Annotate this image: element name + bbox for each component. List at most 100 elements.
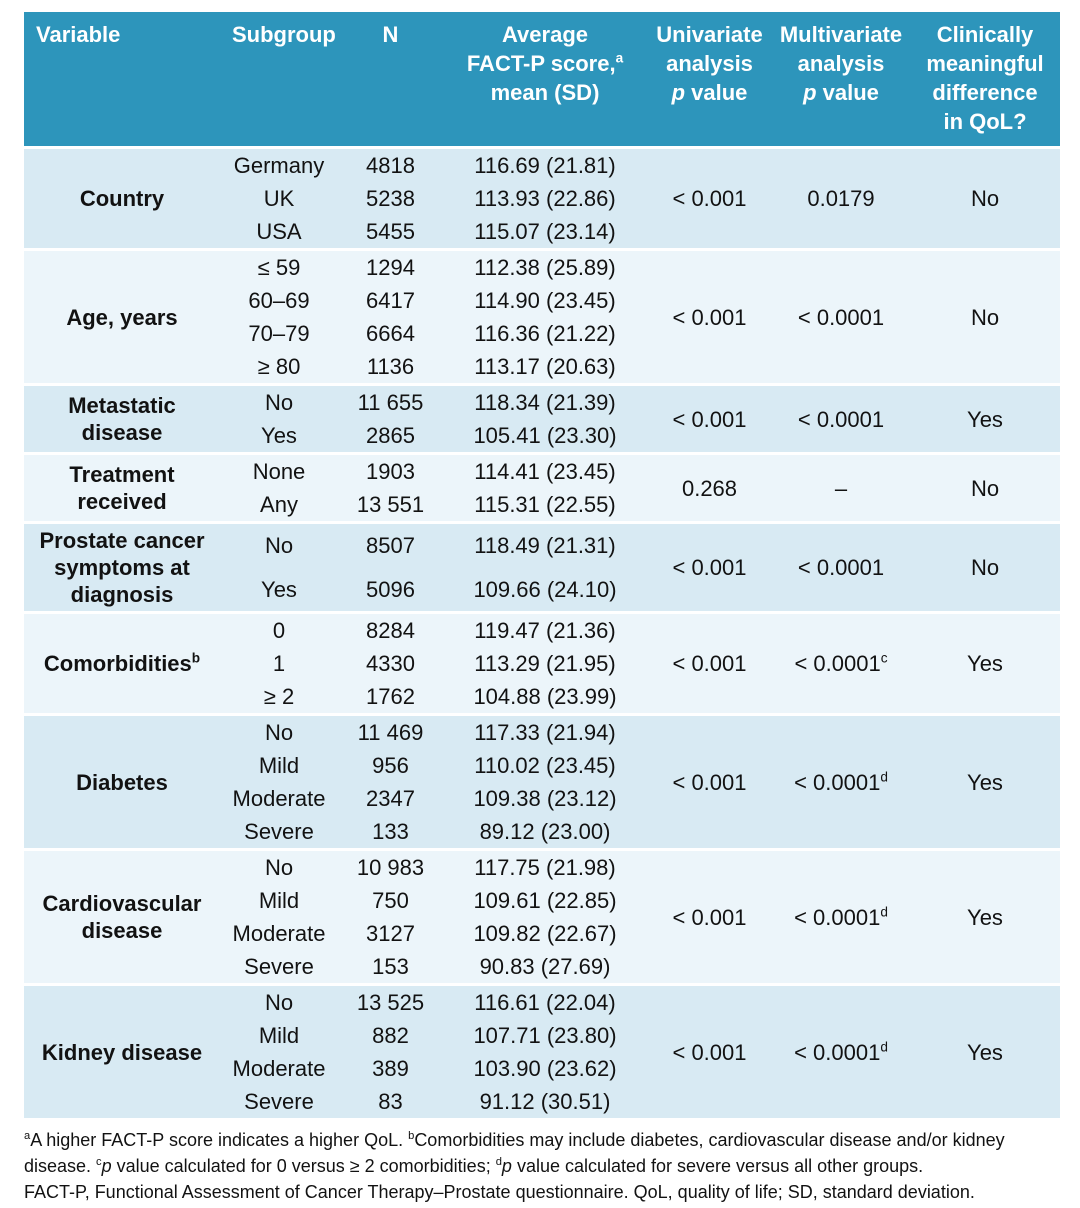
table-row: USA 5455 115.07 (23.14) (24, 215, 1060, 250)
mean-sd-cell: 113.93 (22.86) (443, 182, 647, 215)
subgroup-cell: USA (220, 215, 338, 250)
mean-sd-cell: 116.69 (21.81) (443, 146, 647, 182)
table-row: Comorbiditiesb 0 8284 119.47 (21.36) < 0.001… (24, 611, 1060, 715)
subgroup-cell: Moderate (220, 917, 338, 950)
qol-difference-cell: No (910, 452, 1060, 523)
mean-sd-cell: 117.33 (21.94) (443, 713, 647, 749)
mean-sd-cell: 118.49 (21.31) (443, 521, 647, 568)
table-row: Metastatic disease No 11 655 118.34 (21.39)… (24, 383, 1060, 454)
section-country: Country Germany 4818 116.69 (21.81) < 0.001 0… (24, 146, 1060, 250)
table-row: Mild 882 107.71 (23.80) (24, 1019, 1060, 1052)
header-line: p value (803, 80, 879, 105)
table-row: Moderate 3127 109.82 (22.67) (24, 917, 1060, 950)
n-cell: 11 469 (338, 713, 443, 749)
table-row: 1 4330 113.29 (21.95) (24, 647, 1060, 680)
table-row: 60–69 6417 114.90 (23.45) (24, 284, 1060, 317)
n-cell: 153 (338, 950, 443, 985)
table-row: Cardiovascular disease No 10 983 117.75 (21… (24, 848, 1060, 985)
mean-sd-cell: 116.61 (22.04) (443, 983, 647, 1019)
subgroup-cell: Mild (220, 749, 338, 782)
column-header-multivariate: Multivariate analysis p value (772, 12, 910, 149)
mean-sd-cell: 91.12 (30.51) (443, 1085, 647, 1118)
table-row: Yes 2865 105.41 (23.30) (24, 419, 1060, 454)
qol-difference-cell: No (910, 248, 1060, 385)
subgroup-analysis-table: Variable Subgroup N Average FACT-P score,a me… (24, 12, 1060, 1118)
n-cell: 133 (338, 815, 443, 850)
mean-sd-cell: 117.75 (21.98) (443, 848, 647, 884)
mean-sd-cell: 109.66 (24.10) (443, 567, 647, 613)
qol-difference-cell: Yes (910, 383, 1060, 454)
header-line: p value (671, 80, 748, 105)
table-row: Moderate 2347 109.38 (23.12) (24, 782, 1060, 815)
subgroup-cell: Moderate (220, 1052, 338, 1085)
mean-sd-cell: 115.07 (23.14) (443, 215, 647, 250)
header-line: Average (501, 22, 588, 47)
qol-difference-cell: No (910, 146, 1060, 250)
univariate-p-cell: < 0.001 (647, 848, 772, 985)
section-treatment-received: Treatment received None 1903 114.41 (23.45)… (24, 452, 1060, 523)
table-row: Prostate cancer symptoms at diagnosis No 8… (24, 521, 1060, 613)
variable-cell: Kidney disease (24, 983, 220, 1118)
multivariate-p-cell: – (772, 452, 910, 523)
variable-cell: Comorbiditiesb (24, 611, 220, 715)
header-row: Variable Subgroup N Average FACT-P score,a me… (24, 12, 1060, 149)
header-line: N (382, 22, 399, 47)
column-header-qol: Clinically meaningful difference in QoL? (910, 12, 1060, 149)
column-header-subgroup: Subgroup (220, 12, 338, 149)
n-cell: 5238 (338, 182, 443, 215)
subgroup-cell: None (220, 452, 338, 488)
multivariate-p-cell: 0.0179 (772, 146, 910, 250)
subgroup-cell: No (220, 713, 338, 749)
n-cell: 6664 (338, 317, 443, 350)
subgroup-cell: Yes (220, 567, 338, 613)
subgroup-cell: Mild (220, 1019, 338, 1052)
multivariate-p-cell: < 0.0001 (772, 248, 910, 385)
n-cell: 6417 (338, 284, 443, 317)
univariate-p-cell: < 0.001 (647, 611, 772, 715)
column-header-univariate: Univariate analysis p value (647, 12, 772, 149)
header-line: difference (932, 80, 1038, 105)
table-row: Severe 83 91.12 (30.51) (24, 1085, 1060, 1118)
section-prostate-cancer-symptoms-at-diagnosis: Prostate cancer symptoms at diagnosis No 8… (24, 521, 1060, 613)
section-metastatic-disease: Metastatic disease No 11 655 118.34 (21.39)… (24, 383, 1060, 454)
header-line: Clinically (936, 22, 1034, 47)
n-cell: 389 (338, 1052, 443, 1085)
subgroup-cell: Severe (220, 1085, 338, 1118)
subgroup-cell: Yes (220, 419, 338, 454)
mean-sd-cell: 113.29 (21.95) (443, 647, 647, 680)
table-row: Severe 153 90.83 (27.69) (24, 950, 1060, 985)
header-line: Multivariate (779, 22, 903, 47)
column-header-n: N (338, 12, 443, 149)
mean-sd-cell: 118.34 (21.39) (443, 383, 647, 419)
subgroup-cell: Any (220, 488, 338, 523)
table-row: Age, years ≤ 59 1294 112.38 (25.89) < 0.001 <… (24, 248, 1060, 385)
subgroup-cell: 70–79 (220, 317, 338, 350)
header-line: analysis (797, 51, 885, 76)
subgroup-cell: UK (220, 182, 338, 215)
table-row: UK 5238 113.93 (22.86) (24, 182, 1060, 215)
mean-sd-cell: 114.90 (23.45) (443, 284, 647, 317)
univariate-p-cell: < 0.001 (647, 146, 772, 250)
header-line: mean (SD) (490, 80, 600, 105)
n-cell: 2865 (338, 419, 443, 454)
n-cell: 8284 (338, 611, 443, 647)
n-cell: 2347 (338, 782, 443, 815)
subgroup-cell: Severe (220, 950, 338, 985)
univariate-p-cell: < 0.001 (647, 521, 772, 613)
mean-sd-cell: 104.88 (23.99) (443, 680, 647, 715)
variable-cell: Age, years (24, 248, 220, 385)
variable-cell: Prostate cancer symptoms at diagnosis (24, 521, 220, 613)
n-cell: 750 (338, 884, 443, 917)
subgroup-cell: 0 (220, 611, 338, 647)
header-line: meaningful (926, 51, 1044, 76)
mean-sd-cell: 109.61 (22.85) (443, 884, 647, 917)
table-row: Mild 750 109.61 (22.85) (24, 884, 1060, 917)
footnote-definitions: aA higher FACT-P score indicates a highe… (24, 1130, 1005, 1176)
n-cell: 8507 (338, 521, 443, 568)
mean-sd-cell: 119.47 (21.36) (443, 611, 647, 647)
table-row: Country Germany 4818 116.69 (21.81) < 0.001 0… (24, 146, 1060, 250)
mean-sd-cell: 109.82 (22.67) (443, 917, 647, 950)
multivariate-p-cell: < 0.0001d (772, 713, 910, 850)
table-row: Yes 5096 109.66 (24.10) (24, 567, 1060, 613)
column-header-mean: Average FACT-P score,a mean (SD) (443, 12, 647, 149)
